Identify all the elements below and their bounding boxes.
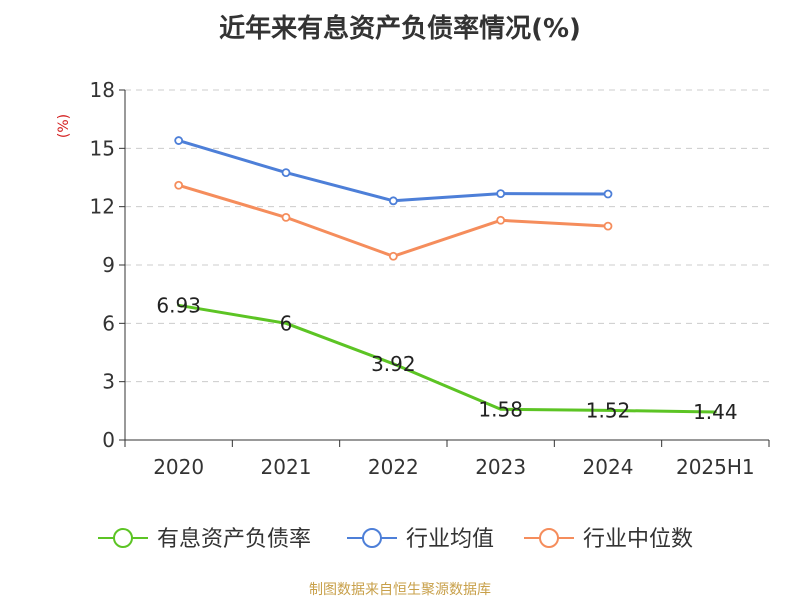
- data-label: 1.58: [478, 397, 523, 421]
- y-tick-label: 0: [102, 428, 115, 452]
- data-label: 6: [280, 311, 293, 335]
- data-point[interactable]: [388, 251, 398, 261]
- data-point[interactable]: [174, 136, 184, 145]
- data-point[interactable]: [496, 189, 506, 199]
- legend-item-1[interactable]: 行业均值: [347, 527, 494, 552]
- data-point[interactable]: [603, 221, 613, 231]
- y-tick-label: 15: [90, 136, 115, 160]
- y-tick-label: 12: [90, 195, 115, 219]
- legend-item-2[interactable]: 行业中位数: [524, 527, 693, 552]
- legend-label: 行业中位数: [583, 527, 693, 552]
- data-point[interactable]: [388, 196, 398, 206]
- x-tick-label: 2024: [583, 455, 634, 479]
- data-label: 1.44: [693, 400, 738, 424]
- chart-title: 近年来有息资产负债率情况(%): [219, 14, 581, 44]
- y-tick-label: 3: [102, 370, 115, 394]
- y-axis-label: (%): [56, 114, 72, 138]
- x-tick-label: 2020: [153, 455, 204, 479]
- legend-marker: [362, 528, 382, 548]
- x-tick-label: 2025H1: [676, 455, 755, 479]
- x-tick-label: 2022: [368, 455, 419, 479]
- legend-marker: [113, 528, 133, 548]
- series-line-0: [177, 303, 717, 414]
- x-tick-label: 2023: [475, 455, 526, 479]
- legend-label: 行业均值: [406, 527, 494, 552]
- x-tick-label: 2021: [261, 455, 312, 479]
- data-point[interactable]: [603, 189, 613, 199]
- legend: 有息资产负债率 行业均值 行业中位数: [98, 527, 693, 552]
- y-tick-label: 9: [102, 253, 115, 277]
- legend-label: 有息资产负债率: [157, 527, 311, 552]
- legend-marker: [539, 528, 559, 548]
- data-label: 1.52: [586, 398, 631, 422]
- grid-layer: [125, 89, 769, 383]
- y-tick-label: 18: [90, 78, 115, 102]
- data-point[interactable]: [496, 215, 506, 225]
- legend-item-0[interactable]: 有息资产负债率: [98, 527, 311, 552]
- data-label: 3.92: [371, 352, 416, 376]
- series-line-2: [177, 183, 610, 258]
- source-note: 制图数据来自恒生聚源数据库: [309, 582, 491, 598]
- data-point[interactable]: [281, 168, 291, 178]
- data-point[interactable]: [281, 212, 291, 222]
- data-point[interactable]: [174, 180, 184, 190]
- data-label: 6.93: [156, 293, 201, 317]
- y-tick-label: 6: [102, 311, 115, 335]
- series-layer: 6.93 6 3.92 1.58 1.52 1.44: [156, 136, 738, 424]
- axis-layer: 0 3 6 9 12 15 18 2020 2021 2022 2023 2024 2025H1: [90, 78, 770, 479]
- series-line-1: [177, 139, 610, 203]
